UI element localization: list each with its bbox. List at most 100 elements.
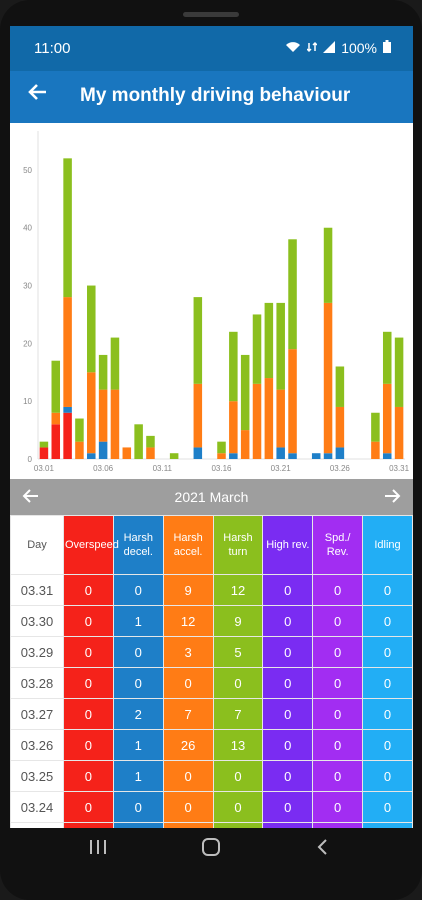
cell-day: 03.31: [10, 574, 64, 606]
x-tick-label: 03.31: [389, 464, 410, 473]
cell-harsh-decel: 0: [112, 636, 164, 668]
table-row: 03.25 0 1 0 0 0 0 0: [10, 760, 413, 792]
bar-segment: [63, 406, 72, 413]
bar-segment: [371, 441, 380, 459]
cell-high-rev: 0: [262, 636, 314, 668]
bar-segment: [87, 285, 96, 373]
bar-segment: [146, 435, 155, 448]
bar-segment: [323, 302, 333, 454]
header-harsh-accel: Harsh accel.: [162, 515, 214, 575]
y-tick-label: 10: [23, 397, 32, 406]
status-icons: 100%: [285, 40, 391, 56]
back-arrow-icon[interactable]: [28, 81, 48, 109]
bar-segment: [323, 453, 333, 459]
cell-day: 03.23: [10, 822, 64, 828]
cell-harsh-turn: 0: [212, 760, 264, 792]
recents-icon[interactable]: [88, 838, 108, 862]
table-row: 03.30 0 1 12 9 0 0 0: [10, 605, 413, 637]
bar-segment: [382, 383, 392, 454]
x-tick-label: 03.11: [153, 464, 173, 473]
header-harsh-decel: Harsh decel.: [112, 515, 164, 575]
cell-harsh-turn: 7: [212, 698, 264, 730]
cell-overspeed: 0: [63, 605, 114, 637]
arrow-left-icon[interactable]: [22, 485, 40, 511]
header-harsh-turn: Harsh turn: [212, 515, 264, 575]
bar-segment: [288, 349, 297, 454]
bar-segment: [87, 372, 96, 454]
cell-overspeed: 0: [63, 636, 114, 668]
bar-segment: [110, 337, 120, 390]
bar-segment: [122, 447, 132, 459]
cell-overspeed: 0: [63, 729, 114, 761]
bar-segment: [75, 441, 84, 459]
cell-idling: 0: [362, 791, 413, 823]
bar-segment: [51, 424, 61, 459]
x-tick-label: 03.26: [330, 464, 351, 473]
header-idling: Idling: [362, 515, 413, 575]
header-overspeed: Overspeed: [63, 515, 119, 575]
header-day: Day: [10, 515, 64, 575]
cell-idling: 0: [362, 822, 413, 828]
nav-back-icon[interactable]: [316, 838, 330, 862]
home-icon[interactable]: [201, 838, 221, 862]
cell-overspeed: 0: [63, 667, 114, 699]
bar-segment: [288, 453, 297, 459]
cell-harsh-accel: 0: [162, 791, 214, 823]
bar-segment: [39, 441, 49, 448]
table-row: 03.31 0 0 9 12 0 0 0: [10, 574, 413, 606]
bar-segment: [394, 406, 404, 459]
bar-segment: [98, 389, 108, 442]
bar-segment: [371, 412, 380, 442]
table-row: 03.24 0 0 0 0 0 0 0: [10, 791, 413, 823]
bar-segment: [110, 389, 120, 459]
daily-events-table: Day Overspeed Harsh decel. Harsh accel. …: [10, 515, 413, 828]
cell-high-rev: 0: [262, 574, 314, 606]
cell-harsh-decel: 0: [112, 574, 164, 606]
cell-overspeed: 0: [63, 574, 114, 606]
cell-idling: 0: [362, 667, 413, 699]
table-row: 03.23011819000: [10, 822, 413, 828]
cell-day: 03.24: [10, 791, 64, 823]
app-bar: My monthly driving behaviour: [10, 71, 413, 123]
bar-segment: [240, 354, 250, 431]
table-header-row: Day Overspeed Harsh decel. Harsh accel. …: [10, 515, 413, 575]
cell-harsh-turn: 12: [212, 574, 264, 606]
page-title: My monthly driving behaviour: [80, 85, 351, 106]
signal-icon: [323, 40, 336, 56]
cell-spd-rev: 0: [312, 605, 364, 637]
y-tick-label: 20: [23, 339, 32, 348]
bar-segment: [382, 331, 392, 384]
cell-overspeed: 0: [63, 760, 114, 792]
screen: 11:00 100% My monthly: [10, 26, 413, 828]
bar-segment: [335, 366, 345, 407]
y-tick-label: 30: [23, 282, 32, 291]
bar-segment: [63, 158, 72, 298]
bar-segment: [335, 406, 345, 448]
cell-harsh-decel: 1: [112, 760, 164, 792]
bar-segment: [98, 441, 108, 459]
bar-segment: [63, 412, 72, 459]
bar-segment: [229, 453, 238, 459]
cell-day: 03.25: [10, 760, 64, 792]
bar-segment: [39, 447, 49, 459]
cell-harsh-turn: 0: [212, 667, 264, 699]
cell-harsh-accel: 0: [162, 760, 214, 792]
cell-day: 03.29: [10, 636, 64, 668]
cell-spd-rev: 0: [312, 729, 364, 761]
cell-harsh-accel: 9: [162, 574, 214, 606]
table-row: 03.28 0 0 0 0 0 0 0: [10, 667, 413, 699]
cell-high-rev: 0: [262, 760, 314, 792]
arrow-right-icon[interactable]: [383, 485, 401, 511]
wifi-icon: [285, 40, 301, 56]
bar-segment: [98, 354, 108, 390]
bar-segment: [229, 401, 238, 454]
cell-day: 03.27: [10, 698, 64, 730]
cell-day: 03.28: [10, 667, 64, 699]
bar-segment: [276, 447, 285, 459]
cell-harsh-turn: 5: [212, 636, 264, 668]
bar-segment: [276, 389, 285, 448]
bar-segment: [276, 302, 285, 390]
month-label: 2021 March: [174, 489, 249, 505]
cell-high-rev: 0: [262, 605, 314, 637]
